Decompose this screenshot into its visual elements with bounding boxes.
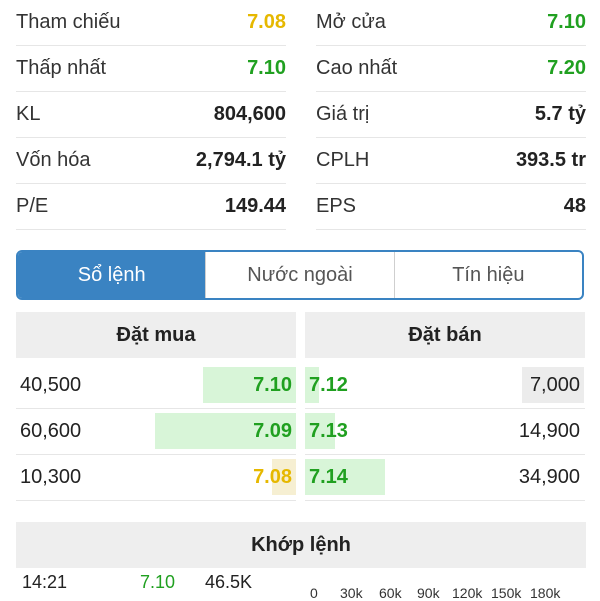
stat-market-cap: Vốn hóa 2,794.1 tỷ — [16, 138, 286, 184]
buy-volume: 10,300 — [20, 465, 82, 488]
sell-volume: 34,900 — [518, 465, 580, 488]
row-divider — [16, 454, 296, 455]
axis-tick: 120k — [452, 585, 483, 601]
stat-label: Vốn hóa — [16, 149, 91, 171]
axis-tick: 90k — [417, 585, 440, 601]
stat-label: Thấp nhất — [16, 57, 107, 79]
stat-value-traded: Giá trị 5.7 tỷ — [316, 92, 586, 138]
buy-volume: 60,600 — [20, 419, 82, 442]
tab-foreign[interactable]: Nước ngoài — [205, 252, 393, 298]
stats-row: Tham chiếu 7.08 Mở cửa 7.10 — [16, 0, 586, 46]
stat-high: Cao nhất 7.20 — [316, 46, 586, 92]
stat-open: Mở cửa 7.10 — [316, 0, 586, 46]
stats-row: Vốn hóa 2,794.1 tỷ CPLH 393.5 tr — [16, 138, 586, 184]
stat-label: Giá trị — [316, 103, 370, 125]
matched-orders-header: Khớp lệnh — [16, 522, 586, 568]
buy-orders-header: Đặt mua — [16, 312, 296, 358]
stat-value: 48 — [563, 195, 586, 217]
row-divider — [16, 408, 296, 409]
stat-value: 804,600 — [213, 103, 286, 125]
trade-price: 7.10 — [140, 572, 176, 592]
sell-volume-bar — [305, 367, 319, 403]
buy-price: 7.08 — [253, 465, 292, 488]
sell-price: 7.13 — [309, 419, 348, 442]
stat-value: 7.10 — [247, 57, 286, 79]
sell-price: 7.12 — [309, 373, 348, 396]
buy-volume-bar — [203, 367, 296, 403]
sell-volume: 7,000 — [529, 373, 580, 396]
stat-value: 149.44 — [224, 195, 286, 217]
stock-stats-grid: Tham chiếu 7.08 Mở cửa 7.10 Thấp nhất 7.… — [16, 0, 586, 230]
axis-tick: 30k — [340, 585, 363, 601]
segmented-tabs: Sổ lệnh Nước ngoài Tín hiệu — [16, 250, 584, 300]
stat-low: Thấp nhất 7.10 — [16, 46, 286, 92]
buy-volume: 40,500 — [20, 373, 82, 396]
row-divider — [305, 500, 585, 501]
stat-value: 7.08 — [247, 11, 286, 33]
stat-value: 7.10 — [547, 11, 586, 33]
buy-volume-bar — [272, 459, 296, 495]
row-divider — [305, 454, 585, 455]
stat-value: 393.5 tr — [515, 149, 586, 171]
axis-tick: 180k — [530, 585, 561, 601]
row-divider — [16, 500, 296, 501]
stat-reference: Tham chiếu 7.08 — [16, 0, 286, 46]
buy-price: 7.10 — [253, 373, 292, 396]
sell-price: 7.14 — [309, 465, 348, 488]
stat-volume: KL 804,600 — [16, 92, 286, 138]
orderbook-row: 40,500 7.10 7.12 7,000 — [0, 362, 600, 408]
sell-volume-bar — [305, 459, 385, 495]
sell-depth-bar — [522, 367, 584, 403]
stat-label: Cao nhất — [316, 57, 398, 79]
stat-value: 5.7 tỷ — [534, 103, 586, 125]
stat-shares-outstanding: CPLH 393.5 tr — [316, 138, 586, 184]
stats-row: Thấp nhất 7.10 Cao nhất 7.20 — [16, 46, 586, 92]
sell-volume-bar — [305, 413, 335, 449]
trade-volume: 46.5K — [205, 572, 253, 592]
orderbook-row: 60,600 7.09 7.13 14,900 — [0, 408, 600, 454]
stat-value: 2,794.1 tỷ — [195, 149, 286, 171]
stat-pe: P/E 149.44 — [16, 184, 286, 230]
trade-time: 14:21 — [22, 572, 68, 592]
stat-label: CPLH — [316, 149, 370, 171]
tab-order-book[interactable]: Sổ lệnh — [18, 252, 206, 298]
stat-eps: EPS 48 — [316, 184, 586, 230]
buy-price: 7.09 — [253, 419, 292, 442]
tab-signals[interactable]: Tín hiệu — [393, 252, 582, 298]
stat-label: Mở cửa — [316, 11, 386, 33]
stat-value: 7.20 — [547, 57, 586, 79]
stat-label: KL — [16, 103, 41, 125]
axis-tick: 60k — [379, 585, 402, 601]
axis-tick: 150k — [491, 585, 522, 601]
sell-orders-header: Đặt bán — [305, 312, 585, 358]
stat-label: EPS — [316, 195, 357, 217]
axis-tick: 0 — [310, 585, 318, 601]
stat-label: Tham chiếu — [16, 11, 121, 33]
stats-row: P/E 149.44 EPS 48 — [16, 184, 586, 230]
stat-label: P/E — [16, 195, 49, 217]
sell-volume: 14,900 — [518, 419, 580, 442]
stats-row: KL 804,600 Giá trị 5.7 tỷ — [16, 92, 586, 138]
buy-volume-bar — [155, 413, 296, 449]
row-divider — [305, 408, 585, 409]
orderbook-row: 10,300 7.08 7.14 34,900 — [0, 454, 600, 500]
